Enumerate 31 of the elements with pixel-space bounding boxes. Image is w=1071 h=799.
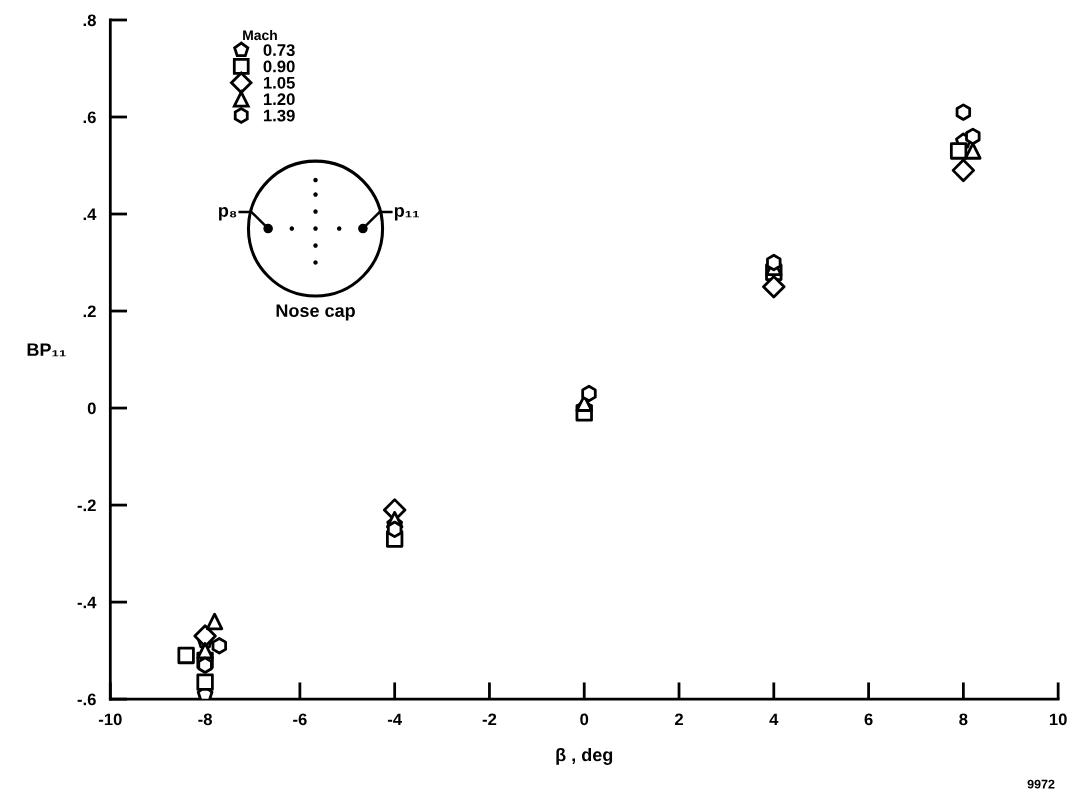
y-tick-label: .8 [83,14,96,27]
legend-title: Mach [243,29,277,41]
x-tick-label: 6 [864,713,873,726]
y-tick-label: .2 [83,305,96,318]
y-tick-label: -.2 [77,499,96,512]
y-tick-label: -.6 [77,693,96,706]
legend-label: 1.05 [263,76,295,89]
x-tick-label: -6 [293,713,307,726]
y-tick-label: -.4 [77,596,97,609]
x-tick-label: 4 [769,713,779,726]
x-tick-label: 2 [674,713,683,726]
x-tick-label: -2 [482,713,497,726]
x-tick-label: 10 [1049,713,1067,726]
y-tick-label: .6 [83,111,96,124]
annotation: Nose cap [276,304,355,321]
legend-label: 1.20 [263,93,295,106]
x-tick-label: -10 [98,713,122,726]
y-axis-title: BP₁₁ [27,343,66,357]
legend-label: 1.39 [263,109,295,122]
x-tick-label: 8 [959,713,968,726]
annotation: p₁₁ [394,207,420,221]
x-tick-label: -4 [387,713,402,726]
x-tick-label: -8 [198,713,212,726]
x-tick-label: 0 [580,713,589,726]
text: 9972 [1027,779,1055,789]
legend-label: 0.73 [263,44,295,57]
annotation: p₈ [219,207,237,221]
legend-label: 0.90 [263,60,295,73]
y-tick-label: 0 [87,402,96,415]
y-tick-label: .4 [83,208,97,221]
x-axis-title: β , deg [556,747,613,765]
